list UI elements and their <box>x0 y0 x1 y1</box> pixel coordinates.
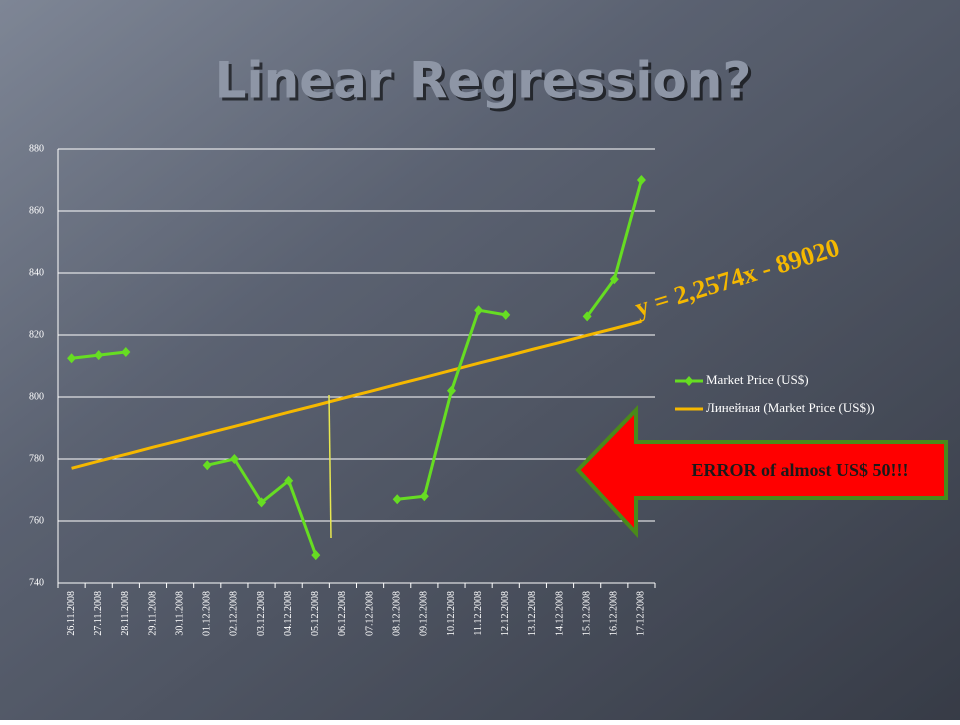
point-marker <box>311 550 321 561</box>
point-marker <box>392 494 402 505</box>
x-tick-label: 10.12.2008 <box>446 591 457 636</box>
point-marker <box>284 475 294 486</box>
legend-label: Market Price (US$) <box>706 372 809 387</box>
point-marker <box>121 347 131 358</box>
y-tick-label: 820 <box>29 329 44 340</box>
x-tick-label: 29.11.2008 <box>147 591 158 636</box>
y-tick-label: 740 <box>29 577 44 588</box>
point-marker <box>94 350 104 361</box>
x-tick-label: 14.12.2008 <box>554 591 565 636</box>
x-tick-label: 15.12.2008 <box>581 591 592 636</box>
point-marker <box>419 491 429 502</box>
legend-label: Линейная (Market Price (US$)) <box>706 400 875 415</box>
x-tick-label: 12.12.2008 <box>500 591 511 636</box>
x-tick-label: 05.12.2008 <box>310 591 321 636</box>
y-tick-label: 800 <box>29 391 44 402</box>
point-marker <box>67 353 77 364</box>
legend-marker <box>684 376 694 386</box>
error-arrow <box>575 405 948 539</box>
y-tick-label: 860 <box>29 205 44 216</box>
y-tick-label: 880 <box>29 143 44 154</box>
x-tick-label: 06.12.2008 <box>337 591 348 636</box>
x-tick-label: 27.11.2008 <box>93 591 104 636</box>
point-marker <box>202 460 212 471</box>
point-marker <box>257 497 267 508</box>
chart-title: Linear Regression? <box>215 52 752 110</box>
x-tick-label: 26.11.2008 <box>66 591 77 636</box>
y-tick-label: 760 <box>29 515 44 526</box>
point-marker <box>636 175 646 185</box>
x-tick-label: 30.11.2008 <box>174 591 185 636</box>
x-tick-label: 13.12.2008 <box>527 591 538 636</box>
x-tick-label: 03.12.2008 <box>256 591 267 636</box>
x-tick-label: 04.12.2008 <box>283 591 294 636</box>
x-tick-label: 01.12.2008 <box>202 591 213 636</box>
x-tick-label: 17.12.2008 <box>636 591 647 636</box>
point-marker <box>229 454 239 464</box>
x-tick-label: 28.11.2008 <box>120 591 131 636</box>
x-tick-label: 16.12.2008 <box>609 591 620 636</box>
point-marker <box>474 305 484 316</box>
point-marker <box>582 311 592 322</box>
series-line <box>71 319 642 470</box>
y-tick-label: 780 <box>29 453 44 464</box>
point-marker <box>501 309 511 320</box>
point-marker <box>446 385 456 396</box>
error-marker <box>328 394 332 539</box>
title-shadow: Linear Regression? <box>218 55 755 113</box>
x-tick-label: 09.12.2008 <box>419 591 430 636</box>
y-tick-label: 840 <box>29 267 44 278</box>
x-tick-label: 08.12.2008 <box>392 591 403 636</box>
x-tick-label: 07.12.2008 <box>364 591 375 636</box>
point-marker <box>609 274 619 285</box>
x-tick-label: 11.12.2008 <box>473 591 484 636</box>
x-tick-label: 02.12.2008 <box>229 591 240 636</box>
error-annotation: ERROR of almost US$ 50!!! <box>692 460 909 480</box>
